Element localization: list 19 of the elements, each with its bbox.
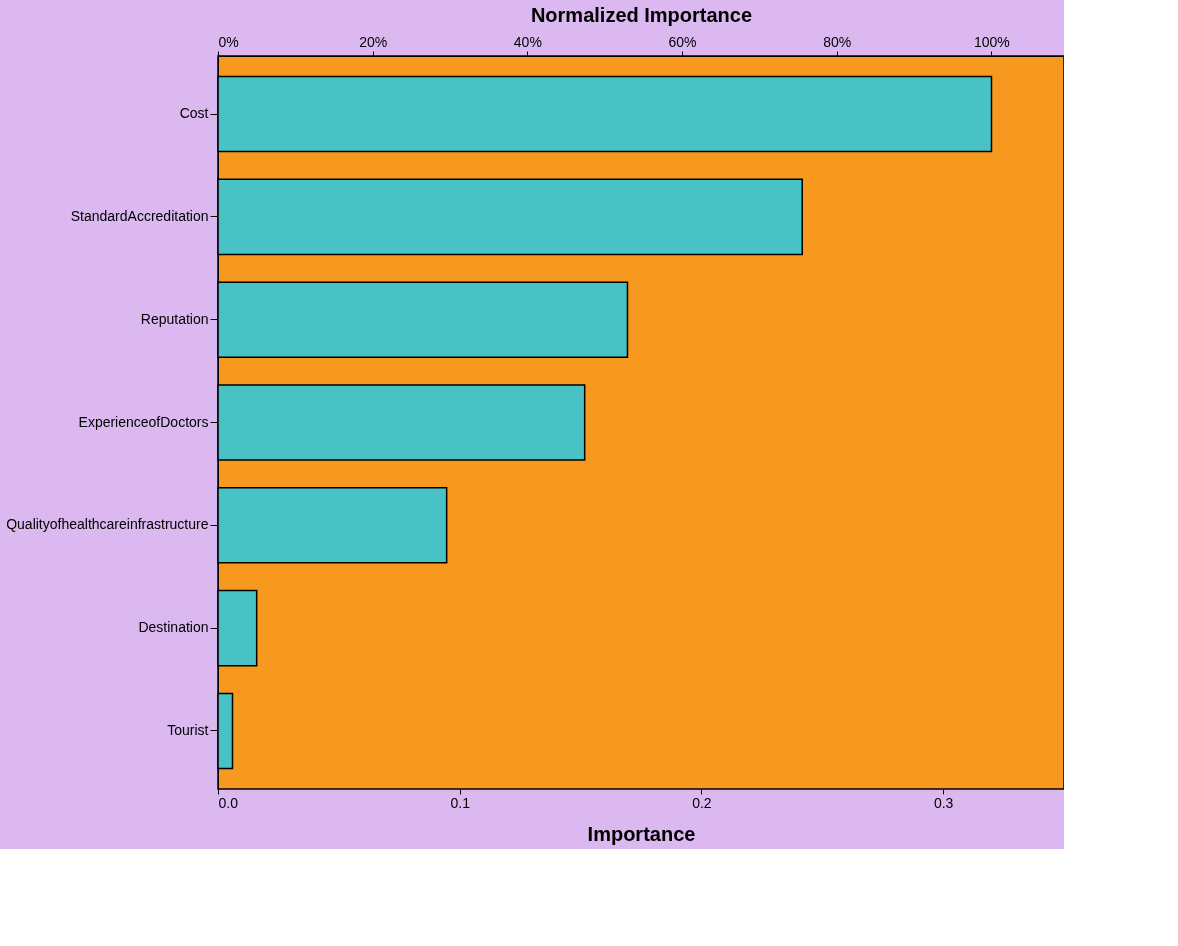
y-tick-label: Qualityofhealthcareinfrastructure	[6, 516, 209, 533]
x2-tick-label: 80%	[823, 33, 852, 50]
x-tick-label: 0.0	[218, 794, 239, 811]
y-tick-label: Cost	[179, 105, 209, 122]
y-tick-label: StandardAccreditation	[70, 207, 209, 224]
x-axis-title: Importance	[587, 822, 696, 845]
x2-tick-label: 0%	[218, 33, 239, 50]
x2-axis-title: Normalized Importance	[530, 3, 753, 26]
x2-tick-label: 100%	[973, 33, 1010, 50]
y-tick-label: Destination	[138, 619, 209, 636]
x-tick-label: 0.1	[450, 794, 471, 811]
x2-tick-label: 60%	[668, 33, 697, 50]
x-tick-label: 0.2	[692, 794, 712, 811]
y-tick-label: Reputation	[140, 310, 209, 327]
x-tick-label: 0.3	[933, 794, 954, 811]
x2-tick-label: 20%	[359, 33, 388, 50]
y-tick-label: ExperienceofDoctors	[78, 413, 209, 430]
y-tick-label: Tourist	[167, 721, 209, 738]
x2-tick-label: 40%	[513, 33, 542, 50]
